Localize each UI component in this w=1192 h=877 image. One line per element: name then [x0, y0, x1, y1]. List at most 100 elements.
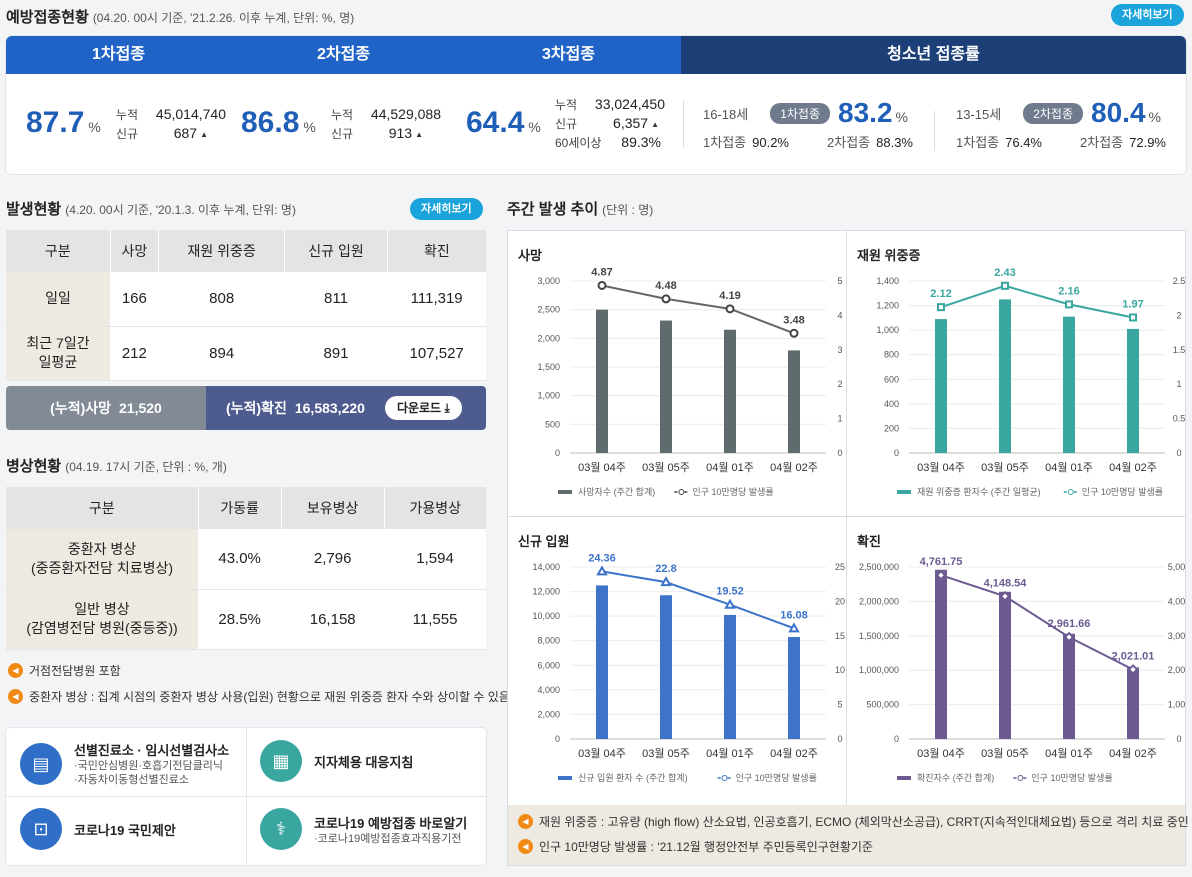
y-left-tick: 12,000: [532, 587, 560, 597]
beds-note: ◀ 중환자 병상 : 집계 시점의 중환자 병상 사용(입원) 현황으로 재원 위…: [8, 688, 510, 705]
divider: [6, 796, 486, 797]
weekly-heading: 주간 발생 추이 (단위 : 명): [507, 198, 653, 219]
note-text: 거점전담병원 포함: [29, 664, 121, 678]
divider: [683, 101, 684, 147]
y-right-tick: 0: [837, 734, 842, 744]
vaccination-heading: 예방접종현황 (04.20. 00시 기준, '21.2.26. 이후 누계, 단…: [6, 6, 354, 27]
y-left-tick: 2,000: [537, 709, 560, 719]
data-label: 4.87: [591, 266, 612, 278]
cell: 11,555: [384, 589, 486, 650]
col-header: 재원 위중증: [158, 230, 286, 272]
vaccination-tabs: 1차접종 2차접종 3차접종 청소년 접종률: [6, 36, 1186, 74]
person-card-icon: ⊡: [20, 808, 62, 850]
cell: 43.0%: [198, 529, 282, 590]
y-right-tick: 5: [837, 700, 842, 710]
y-left-tick: 0: [555, 448, 560, 458]
cell: 111,319: [387, 272, 486, 327]
link-local-guide[interactable]: ▦ 지자체용 대응지침: [260, 740, 413, 782]
cum-death: (누적)사망 21,520: [6, 386, 206, 430]
bar: [724, 329, 736, 453]
series-line: [940, 574, 1134, 671]
line-point: [597, 280, 607, 290]
tab-dose3[interactable]: 3차접종: [456, 36, 681, 74]
dose1-cum: 45,014,740: [155, 106, 226, 122]
cum-label: 누적: [116, 108, 139, 122]
x-tick: 03월 05주: [642, 747, 690, 760]
vaccination-card: 1차접종 2차접종 3차접종 청소년 접종률 87.7% 누적 45,014,74…: [6, 36, 1186, 174]
link-vaccine-info[interactable]: ⚕ 코로나19 예방접종 바로알기 ·코로나19예방접종효과직용기전: [260, 808, 467, 850]
data-label: 2.16: [1058, 285, 1079, 297]
line-point: [1129, 313, 1137, 322]
youth-l2: 2차접종: [827, 135, 871, 150]
y-left-tick: 800: [884, 350, 899, 360]
occurrence-table: 구분 사망 재원 위중증 신규 입원 확진 일일 166 808 811 111…: [6, 230, 486, 381]
clipboard-icon: ▤: [20, 742, 62, 785]
youth-v2: 88.3%: [876, 135, 913, 150]
link-proposal[interactable]: ⊡ 코로나19 국민제안: [20, 808, 176, 850]
col-header: 가동률: [198, 487, 282, 529]
cum-confirmed: (누적)확진 16,583,220 다운로드 ⤓: [206, 386, 486, 430]
col-header: 가용병상: [384, 487, 486, 529]
tab-youth[interactable]: 청소년 접종률: [681, 36, 1186, 74]
pct-unit: %: [1148, 109, 1161, 125]
new-label: 신규: [331, 127, 354, 141]
bar: [935, 569, 947, 739]
pct-unit: %: [895, 109, 908, 125]
bar: [788, 350, 800, 453]
vaccination-detail-button[interactable]: 자세히보기: [1111, 4, 1184, 26]
line-point: [725, 304, 735, 314]
x-tick: 04월 02주: [770, 747, 818, 760]
pct-unit: %: [303, 119, 316, 135]
tab-dose1[interactable]: 1차접종: [6, 36, 231, 74]
y-left-tick: 1,400: [876, 276, 899, 286]
series-line: [940, 284, 1134, 319]
link-title: 지자체용 대응지침: [314, 754, 414, 770]
series-line: [601, 570, 795, 630]
cum-death-label: (누적)사망: [50, 400, 112, 416]
download-label: 다운로드: [396, 401, 442, 415]
youth-v2: 72.9%: [1129, 135, 1166, 150]
stethoscope-icon: ⚕: [260, 808, 302, 850]
link-title: 코로나19 국민제안: [74, 822, 176, 838]
bar: [999, 299, 1011, 453]
bar: [724, 614, 736, 739]
tab-dose2[interactable]: 2차접종: [231, 36, 456, 74]
legend-entry: 인구 10만명당 발생률: [736, 773, 817, 783]
vaccination-title: 예방접종현황: [6, 9, 89, 26]
y-right-tick: 25: [835, 562, 845, 572]
y-left-tick: 0: [894, 734, 899, 744]
chart-title: 사망: [518, 248, 542, 263]
weekly-title: 주간 발생 추이: [507, 201, 599, 218]
pct-unit: %: [528, 119, 541, 135]
y-left-tick: 1,500: [537, 362, 560, 372]
link-screening[interactable]: ▤ 선별진료소 · 임시선별검사소 ·국민안심병원·호흡기전담클리닉 ·자동차이…: [20, 740, 229, 787]
y-right-tick: 3: [837, 345, 842, 355]
dose3-new: 6,357: [613, 115, 649, 131]
dose3-rate: 64.4%: [466, 106, 541, 140]
y-right-tick: 1,000: [1168, 700, 1185, 710]
col-header: 사망: [110, 230, 160, 272]
download-button[interactable]: 다운로드 ⤓: [384, 396, 462, 420]
youth-l1: 1차접종: [956, 135, 1000, 150]
occurrence-detail-button[interactable]: 자세히보기: [410, 198, 483, 220]
legend-entry: 인구 10만명당 발생률: [1082, 487, 1163, 497]
dose1-counts: 누적 45,014,740 신규 687 ▲: [116, 106, 226, 144]
weekly-note: ◀ 재원 위중증 : 고유량 (high flow) 산소요법, 인공호흡기, E…: [518, 813, 1192, 830]
dose2-cum: 44,529,088: [370, 106, 441, 122]
beds-table: 구분 가동률 보유병상 가용병상 중환자 병상 (중증환자전담 치료병상) 43…: [6, 487, 486, 650]
legend-swatch: [897, 776, 911, 780]
cell: 1,594: [384, 529, 486, 590]
col-header: 구분: [6, 230, 111, 272]
bar: [596, 585, 608, 739]
youth-16-18: 16-18세 1차접종 83.2% 1차접종 90.2% 2차접종 88.3%: [703, 97, 913, 152]
y-left-tick: 200: [884, 423, 899, 433]
cell: 28.5%: [198, 589, 282, 650]
cum-conf-label: (누적)확진: [226, 400, 287, 416]
download-icon: ⤓: [444, 401, 450, 415]
y-left-tick: 1,500,000: [859, 631, 899, 641]
y-right-tick: 0.5: [1173, 414, 1185, 424]
y-right-tick: 0: [1176, 734, 1181, 744]
charts-svg: 사망05001,0001,5002,0002,5003,00001234503월…: [508, 231, 1185, 805]
over60-label: 60세이상: [555, 136, 602, 150]
youth-v1: 90.2%: [752, 135, 789, 150]
